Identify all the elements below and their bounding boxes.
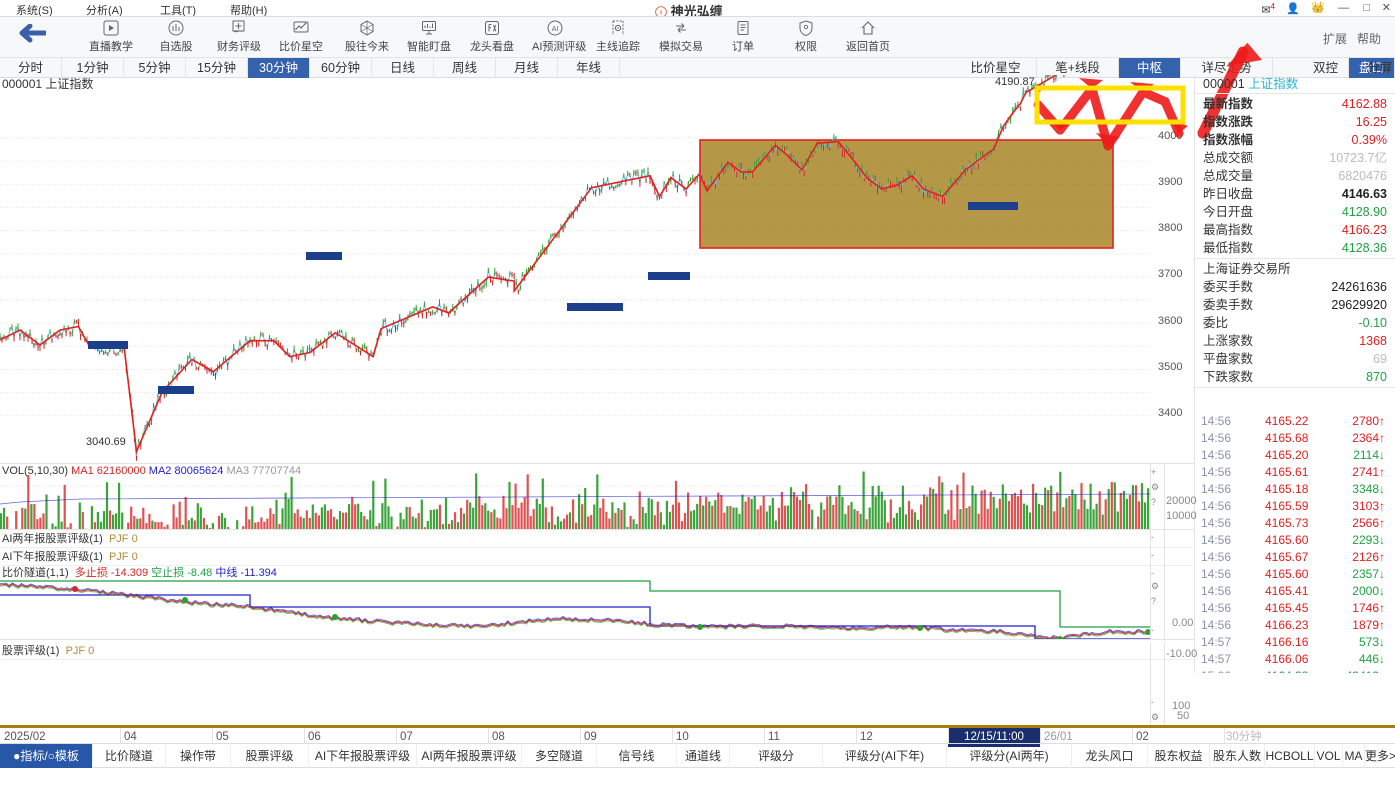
svg-text:AI: AI [552,26,559,33]
svg-text:3040.69: 3040.69 [86,436,126,448]
svg-text:4190.87: 4190.87 [995,76,1035,88]
